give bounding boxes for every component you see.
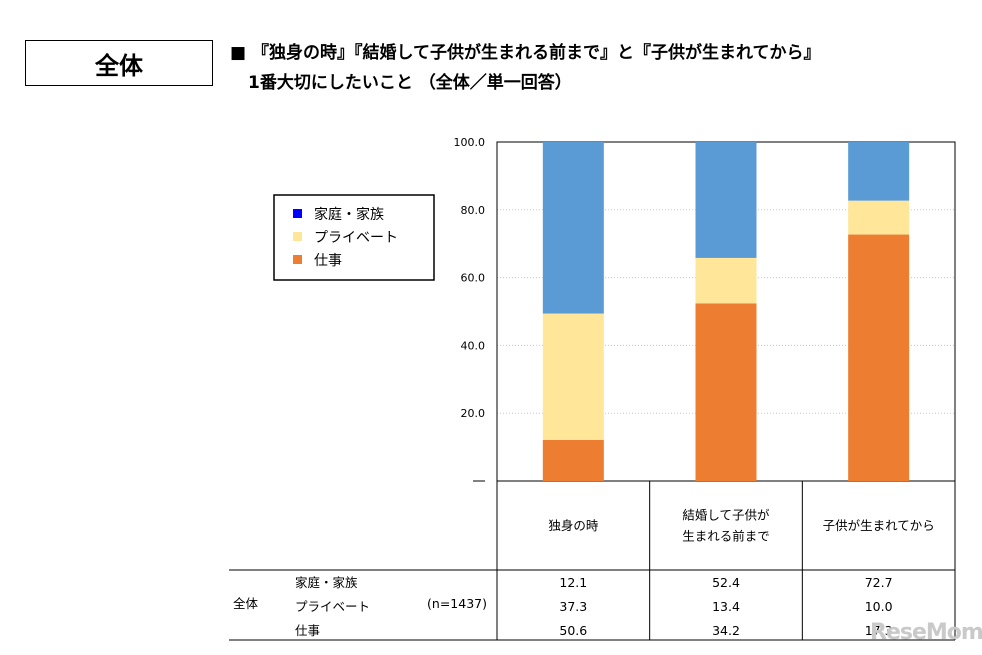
y-tick-label: 100.0 bbox=[454, 136, 486, 149]
category-label: 結婚して子供が bbox=[682, 508, 770, 523]
table-cell-value: 17.3 bbox=[865, 623, 893, 638]
legend-label: 家庭・家族 bbox=[314, 206, 384, 223]
table-row-label: 仕事 bbox=[295, 623, 320, 638]
title-line-2: 1番大切にしたいこと （全体／単一回答） bbox=[248, 73, 572, 93]
bar-segment bbox=[848, 142, 910, 201]
legend-swatch bbox=[293, 255, 302, 264]
table-cell-value: 13.4 bbox=[712, 599, 740, 614]
watermark-logo: ReseMom bbox=[870, 620, 982, 645]
table-group-label: 全体 bbox=[233, 596, 259, 611]
bar-segment bbox=[695, 257, 757, 304]
category-label: 子供が生まれてから bbox=[823, 518, 935, 533]
bar-segment bbox=[695, 142, 757, 258]
table-row-label: 家庭・家族 bbox=[295, 575, 358, 590]
bar-segment bbox=[542, 313, 604, 440]
bar-segment bbox=[848, 234, 910, 481]
legend-label: 仕事 bbox=[314, 253, 342, 269]
title-line-1: ■ 『独身の時』『結婚して子供が生まれる前まで』と『子供が生まれてから』 bbox=[230, 43, 821, 63]
table-cell-value: 12.1 bbox=[559, 575, 587, 590]
bar-segment bbox=[542, 439, 604, 481]
group-label-box: 全体 bbox=[25, 40, 213, 86]
table-n-label: (n=1437) bbox=[427, 596, 487, 611]
table-row-label: プライベート bbox=[295, 599, 370, 614]
legend-swatch bbox=[293, 209, 302, 218]
table-cell-value: 50.6 bbox=[559, 623, 587, 638]
legend-swatch bbox=[293, 232, 302, 241]
table-cell-value: 72.7 bbox=[865, 575, 893, 590]
group-label: 全体 bbox=[95, 51, 143, 80]
y-tick-label: 80.0 bbox=[461, 204, 486, 217]
category-label: 独身の時 bbox=[548, 518, 599, 533]
y-tick-label: 60.0 bbox=[461, 272, 486, 285]
table-cell-value: 34.2 bbox=[712, 623, 740, 638]
category-label: 生まれる前まで bbox=[682, 529, 770, 544]
bar-segment bbox=[695, 303, 757, 481]
bar-segment bbox=[542, 142, 604, 314]
y-tick-label: 40.0 bbox=[461, 339, 486, 352]
y-tick-label: 20.0 bbox=[461, 407, 486, 420]
table-cell-value: 52.4 bbox=[712, 575, 740, 590]
chart-title: ■ 『独身の時』『結婚して子供が生まれる前まで』と『子供が生まれてから』 1番大… bbox=[230, 38, 820, 98]
legend-label: プライベート bbox=[314, 230, 398, 246]
table-cell-value: 10.0 bbox=[865, 599, 893, 614]
table-cell-value: 37.3 bbox=[559, 599, 587, 614]
bar-segment bbox=[848, 200, 910, 235]
